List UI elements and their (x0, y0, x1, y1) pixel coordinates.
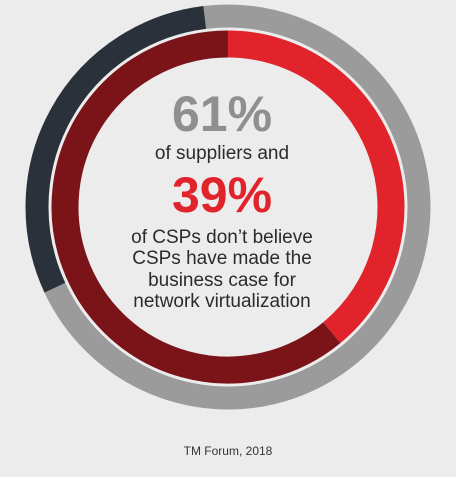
inner-ring-highlight (227, 30, 405, 343)
stat-text: of suppliers and (155, 143, 289, 164)
stat-text: CSPs have made the (132, 248, 312, 269)
outer-ring-highlight (25, 6, 207, 293)
rings (25, 4, 431, 410)
source: TM Forum, 2018 (184, 444, 273, 458)
inner-ring-rest (51, 30, 341, 384)
outer-ring-rest (44, 4, 431, 410)
stat-text: business case for (148, 270, 297, 291)
stat-value: 39% (172, 167, 272, 223)
stat-text: of CSPs don’t believe (131, 227, 313, 248)
stat-text: network virtualization (133, 291, 310, 312)
stat-value: 61% (172, 86, 272, 142)
